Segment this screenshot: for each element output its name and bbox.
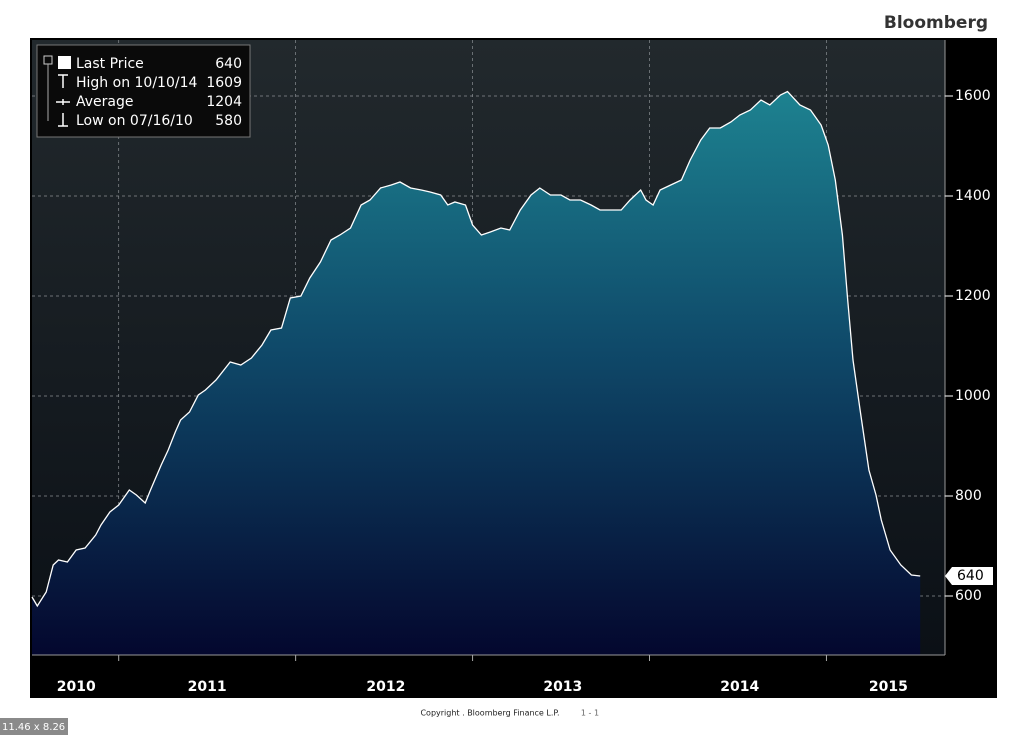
last-price-tag: 640 [945, 567, 993, 585]
x-tick-label: 2012 [366, 679, 405, 695]
page-number: 1 - 1 [581, 709, 599, 718]
size-badge [0, 718, 68, 735]
x-tick-label: 2010 [57, 679, 96, 695]
y-tick-label: 1600 [955, 88, 991, 104]
x-tick-label: 2015 [869, 679, 908, 695]
price-line [31, 90, 921, 608]
legend: Last Price 640 High on 10/10/14 1609 Average… [36, 44, 251, 138]
legend-rows: Last Price 640 High on 10/10/14 1609 Average… [76, 56, 242, 129]
legend-value: 640 [215, 56, 242, 72]
y-tick-label: 1000 [955, 388, 991, 404]
y-tick-label: 600 [955, 588, 982, 604]
x-tick-label: 2011 [188, 679, 227, 695]
size-label: 11.46 x 8.26 in [2, 722, 77, 733]
y-tick-label: 1400 [955, 188, 991, 204]
legend-label: High on 10/10/14 [76, 75, 197, 91]
legend-label: Low on 07/16/10 [76, 113, 193, 129]
legend-label: Last Price [76, 56, 144, 72]
legend-box [36, 44, 251, 138]
legend-value: 1204 [206, 94, 242, 110]
legend-value: 1609 [206, 75, 242, 91]
area-fill [32, 91, 921, 655]
brand: Bloomberg [884, 13, 988, 33]
marks [31, 90, 921, 655]
axes: 600 800 1000 1200 1400 1600 2010 2011 2012 2013 20… [57, 88, 991, 695]
legend-high-icon [58, 74, 68, 88]
y-tick-label: 1200 [955, 288, 991, 304]
legend-swatch [58, 56, 71, 69]
copyright: Copyright . Bloomberg Finance L.P. [420, 709, 559, 718]
x-tick-label: 2014 [720, 679, 759, 695]
legend-low-icon [58, 113, 68, 127]
legend-value: 580 [215, 113, 242, 129]
y-tick-label: 800 [955, 488, 982, 504]
tag-shape [945, 567, 993, 585]
x-tick-label: 2013 [543, 679, 582, 695]
tag-label: 640 [957, 568, 984, 584]
legend-label: Average [76, 94, 134, 110]
legend-avg-icon [56, 99, 70, 105]
